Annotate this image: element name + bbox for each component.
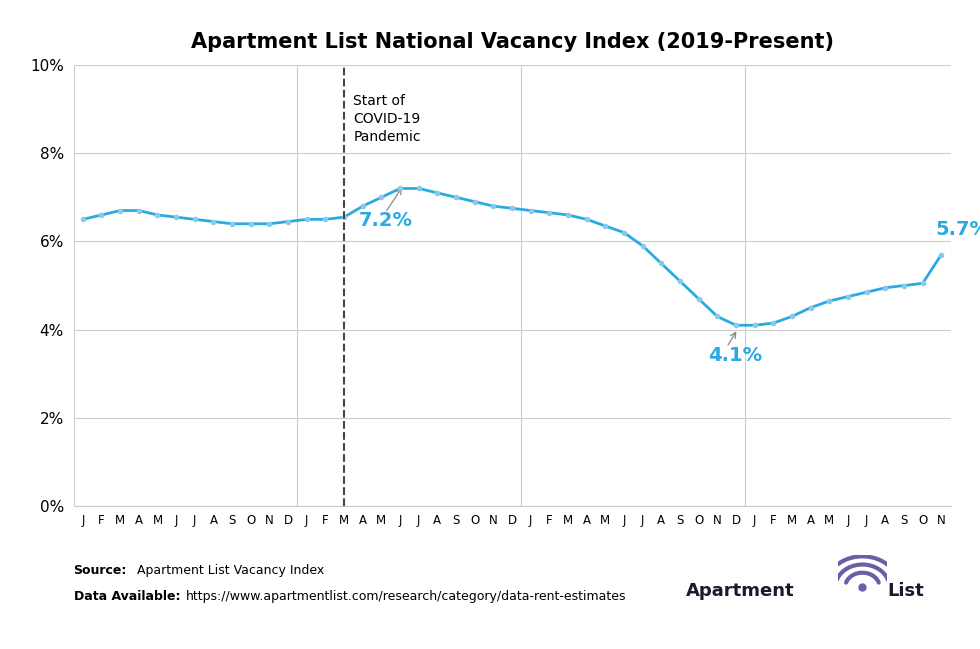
Point bbox=[448, 192, 464, 202]
Point bbox=[299, 214, 315, 225]
Point bbox=[598, 221, 613, 231]
Point bbox=[672, 276, 688, 286]
Point bbox=[206, 216, 221, 227]
Text: 5.7%: 5.7% bbox=[936, 220, 980, 239]
Point bbox=[224, 219, 240, 229]
Text: Apartment List Vacancy Index: Apartment List Vacancy Index bbox=[137, 565, 324, 578]
Point bbox=[466, 197, 482, 207]
Point bbox=[336, 212, 352, 223]
Point bbox=[243, 219, 259, 229]
Point bbox=[784, 312, 800, 322]
Text: 4.1%: 4.1% bbox=[708, 345, 762, 365]
Point bbox=[747, 320, 762, 330]
Text: https://www.apartmentlist.com/research/category/data-rent-estimates: https://www.apartmentlist.com/research/c… bbox=[186, 591, 626, 604]
Point bbox=[616, 227, 632, 238]
Point bbox=[691, 293, 707, 304]
Point bbox=[877, 282, 893, 293]
Point bbox=[840, 291, 856, 302]
Point bbox=[821, 296, 837, 306]
Point bbox=[765, 318, 781, 328]
Point bbox=[542, 208, 558, 218]
Point bbox=[504, 203, 519, 214]
Point bbox=[411, 183, 426, 193]
Text: List: List bbox=[887, 582, 923, 600]
Point bbox=[280, 216, 296, 227]
Text: 7.2%: 7.2% bbox=[359, 211, 413, 230]
Point bbox=[429, 188, 445, 198]
Point bbox=[523, 205, 539, 215]
Point bbox=[373, 192, 389, 202]
Point bbox=[169, 212, 184, 223]
Point bbox=[561, 210, 576, 220]
Point bbox=[262, 219, 277, 229]
Point bbox=[579, 214, 595, 225]
Point bbox=[654, 258, 669, 269]
Point bbox=[914, 278, 930, 289]
Point bbox=[485, 201, 501, 212]
Point bbox=[318, 214, 333, 225]
Point bbox=[710, 312, 725, 322]
Title: Apartment List National Vacancy Index (2019-Present): Apartment List National Vacancy Index (2… bbox=[190, 32, 834, 52]
Point bbox=[635, 241, 651, 251]
Point bbox=[75, 214, 91, 225]
Text: Apartment: Apartment bbox=[686, 582, 795, 600]
Point bbox=[933, 249, 949, 260]
Text: Data Available:: Data Available: bbox=[74, 591, 180, 604]
Point bbox=[131, 205, 147, 215]
Point bbox=[858, 287, 874, 297]
Point bbox=[392, 183, 408, 193]
Text: Source:: Source: bbox=[74, 565, 126, 578]
Point bbox=[150, 210, 166, 220]
Point bbox=[803, 302, 818, 313]
Text: Start of
COVID-19
Pandemic: Start of COVID-19 Pandemic bbox=[354, 93, 421, 144]
Point bbox=[187, 214, 203, 225]
Point bbox=[355, 201, 370, 212]
Point bbox=[113, 205, 128, 215]
Point bbox=[94, 210, 110, 220]
Point bbox=[728, 320, 744, 330]
Point bbox=[896, 280, 911, 291]
